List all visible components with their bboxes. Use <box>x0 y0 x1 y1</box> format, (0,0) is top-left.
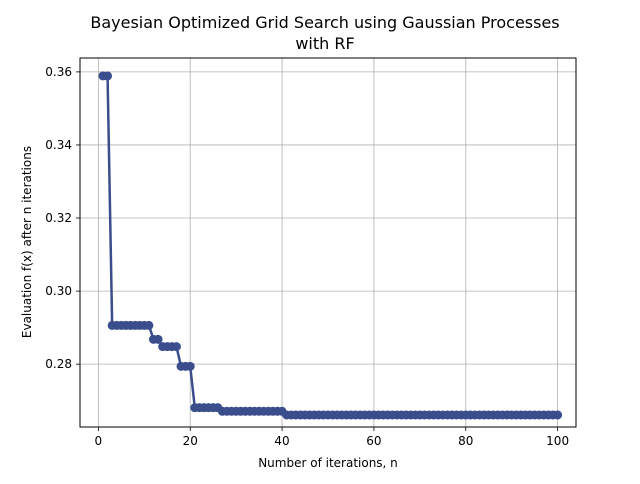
data-point <box>103 71 113 81</box>
x-axis-label: Number of iterations, n <box>258 456 398 470</box>
y-axis-ticks: 0.28 0.30 0.32 0.34 0.36 <box>45 65 80 371</box>
x-axis-ticks: 0 20 40 60 80 100 <box>95 427 569 448</box>
data-point <box>553 410 563 420</box>
y-tick-label: 0.30 <box>45 284 72 298</box>
x-tick-label: 0 <box>95 434 103 448</box>
y-axis-label: Evaluation f(x) after n iterations <box>20 146 34 338</box>
x-tick-label: 20 <box>183 434 198 448</box>
plot-area-frame <box>79 57 577 428</box>
data-point <box>171 342 181 352</box>
series-layer <box>98 71 563 420</box>
x-tick-label: 80 <box>458 434 473 448</box>
y-tick-label: 0.36 <box>45 65 72 79</box>
chart-title-line-1: Bayesian Optimized Grid Search using Gau… <box>90 13 559 32</box>
x-tick-label: 100 <box>546 434 569 448</box>
y-tick-label: 0.28 <box>45 357 72 371</box>
chart-title-line-2: with RF <box>295 34 354 53</box>
x-tick-label: 60 <box>366 434 381 448</box>
data-point <box>185 361 195 371</box>
data-point <box>153 334 163 344</box>
x-tick-label: 40 <box>274 434 289 448</box>
y-tick-label: 0.34 <box>45 138 72 152</box>
data-point <box>144 320 154 330</box>
y-tick-label: 0.32 <box>45 211 72 225</box>
grid-lines <box>80 58 576 427</box>
